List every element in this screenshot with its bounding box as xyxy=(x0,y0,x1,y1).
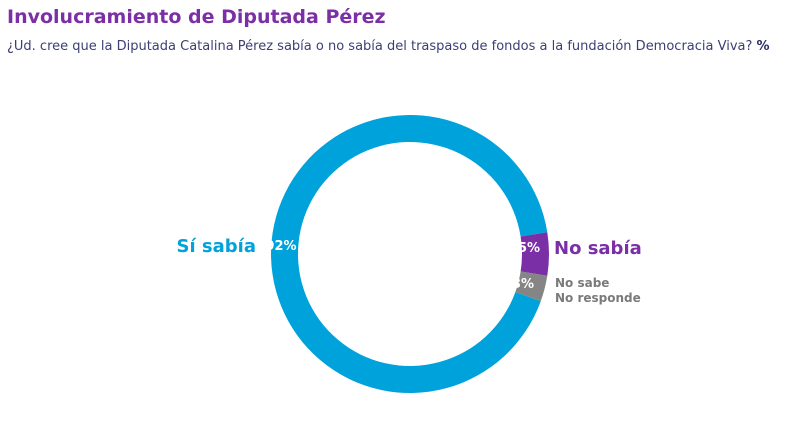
chart-subtitle: ¿Ud. cree que la Diputada Catalina Pérez… xyxy=(7,39,770,54)
slice-no-sabia xyxy=(520,232,550,276)
chart-title: Involucramiento de Diputada Pérez xyxy=(7,6,386,28)
category-label-no-sabe: No sabe No responde xyxy=(555,276,641,305)
category-label-si-sabia: Sí sabía xyxy=(177,236,256,257)
value-label-no-sabe: 3% xyxy=(512,277,534,292)
slice-no-sabe xyxy=(515,271,548,302)
category-label-no-sabia: No sabía xyxy=(554,238,642,259)
subtitle-question: ¿Ud. cree que la Diputada Catalina Pérez… xyxy=(7,39,753,54)
value-label-si-sabia: 92% xyxy=(265,239,296,254)
value-label-no-sabia: 5% xyxy=(518,241,540,256)
subtitle-unit: % xyxy=(756,39,770,54)
slice-si-sabia xyxy=(270,114,548,393)
